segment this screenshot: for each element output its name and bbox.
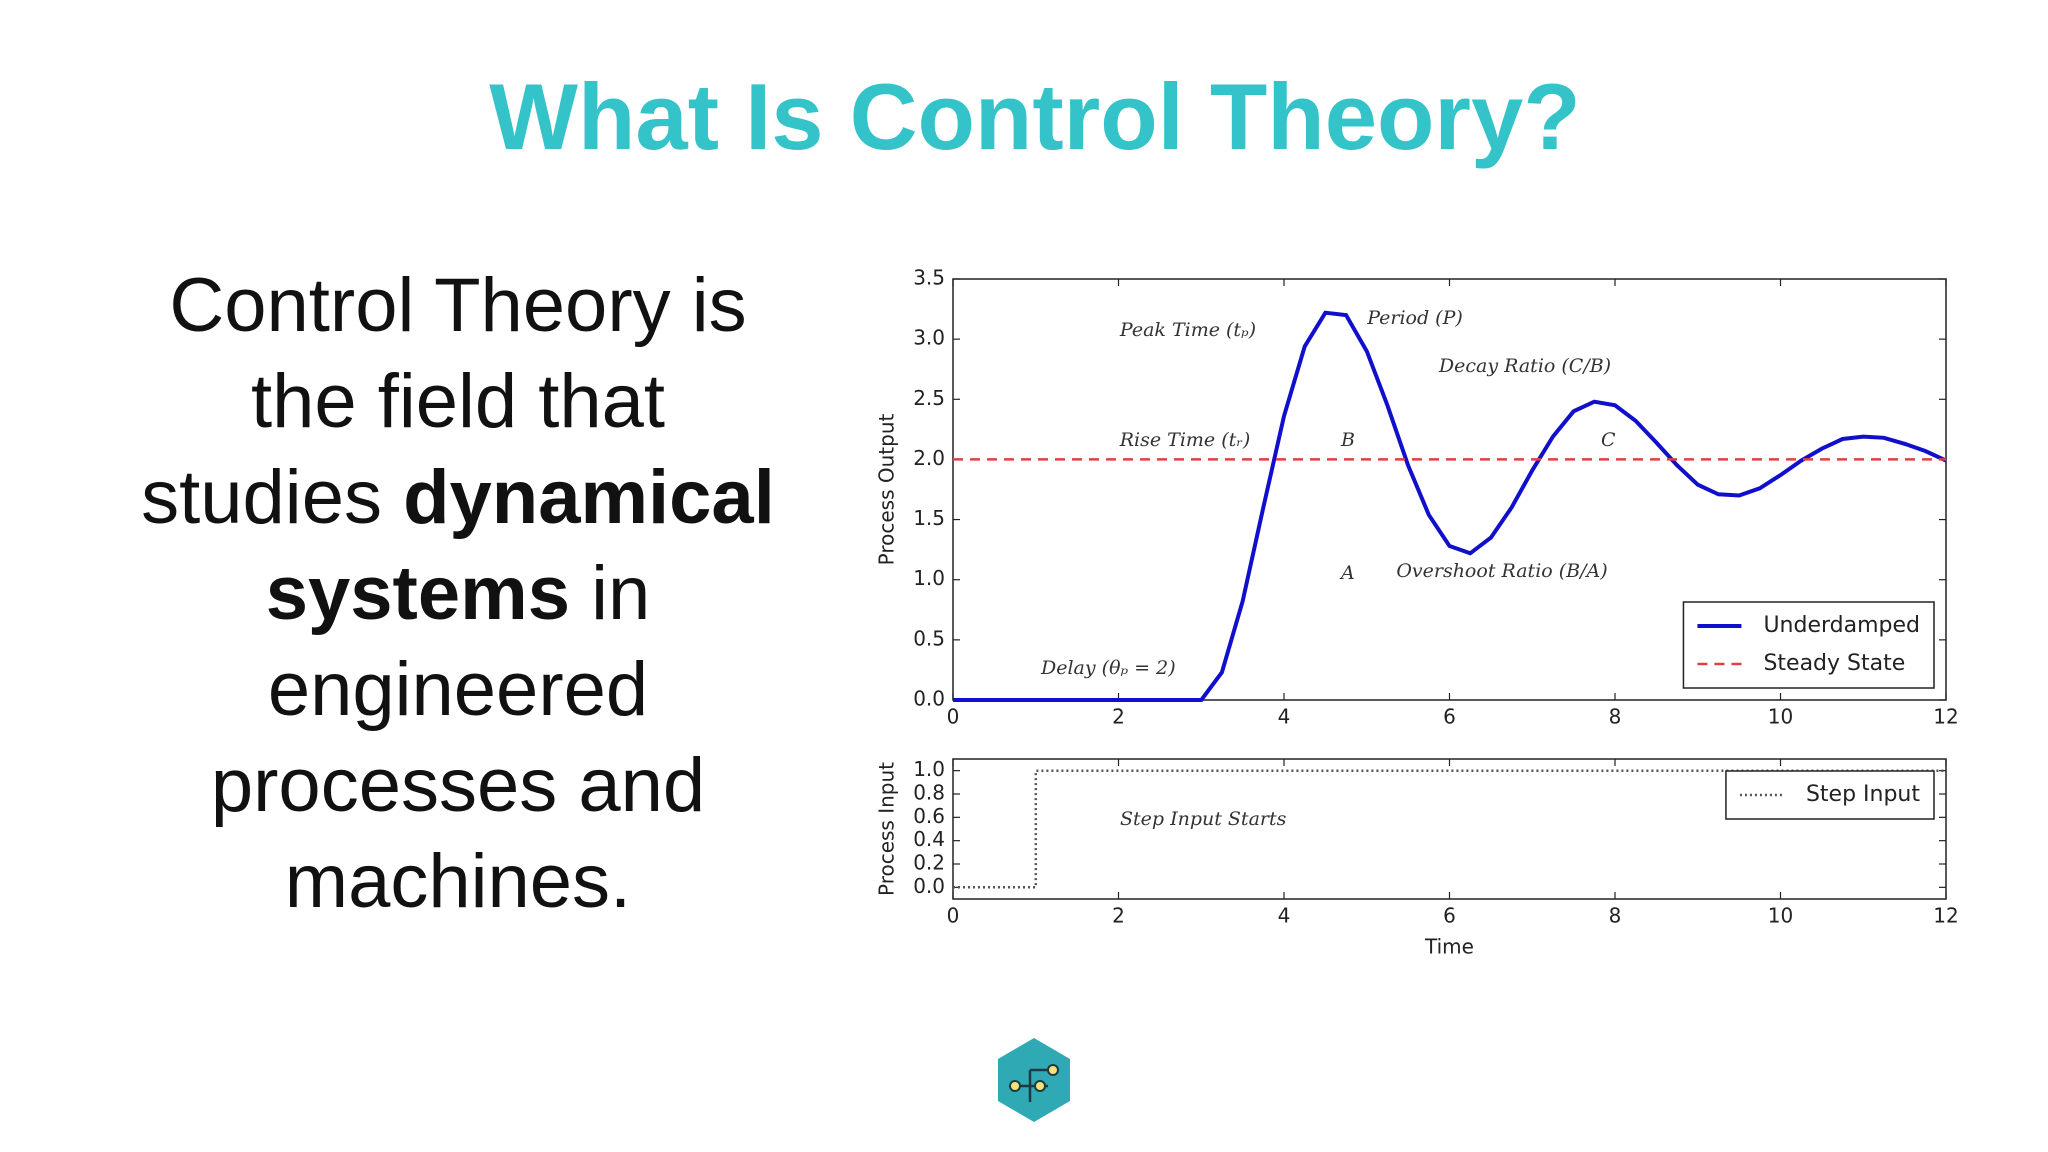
x-tick-label: 0 (947, 705, 960, 729)
annotation: Period (P) (1366, 307, 1463, 329)
x-tick-label: 12 (1933, 904, 1958, 928)
y-tick-label: 0.5 (913, 626, 945, 650)
annotation: Decay Ratio (C/B) (1438, 355, 1611, 377)
text: in engineered processes and machines. (210, 551, 706, 924)
x-tick-label: 8 (1609, 705, 1622, 729)
y-axis-label: Process Output (875, 413, 899, 565)
x-tick-label: 10 (1768, 904, 1793, 928)
legend-box (1682, 601, 1935, 689)
y-tick-label: 1.0 (913, 757, 945, 781)
legend-label: Underdamped (1763, 613, 1920, 638)
x-tick-label: 0 (947, 904, 960, 928)
y-tick-label: 0.0 (913, 687, 945, 711)
y-tick-label: 3.0 (913, 326, 945, 350)
y-tick-label: 0.8 (913, 781, 945, 805)
annotation: A (1339, 562, 1355, 584)
annotation: C (1601, 429, 1616, 451)
x-tick-label: 2 (1112, 904, 1125, 928)
x-tick-label: 2 (1112, 705, 1125, 729)
x-tick-label: 4 (1278, 705, 1291, 729)
y-tick-label: 0.6 (913, 804, 945, 828)
y-tick-label: 0.4 (913, 827, 945, 851)
legend-label: Steady State (1763, 651, 1905, 676)
data-line (953, 769, 1946, 889)
legend-label: Step Input (1806, 782, 1920, 807)
y-tick-label: 3.5 (913, 266, 945, 290)
x-tick-label: 4 (1278, 904, 1291, 928)
text: Control Theory is the field that studies (141, 263, 747, 540)
logo (998, 1038, 1070, 1122)
y-tick-label: 0.2 (913, 851, 945, 875)
slide-title: What Is Control Theory? (489, 64, 1581, 169)
x-tick-label: 6 (1443, 705, 1456, 729)
y-tick-label: 0.0 (913, 874, 945, 898)
data-line (953, 310, 1947, 702)
y-tick-label: 1.0 (913, 566, 945, 590)
annotation: Delay (θₚ = 2) (1040, 657, 1176, 679)
annotation: Overshoot Ratio (B/A) (1396, 560, 1607, 582)
y-tick-label: 2.0 (913, 446, 945, 470)
bold-text: dynamical systems (265, 455, 775, 636)
y-tick-label: 2.5 (913, 386, 945, 410)
x-tick-label: 12 (1933, 705, 1958, 729)
annotation: Rise Time (tᵣ) (1119, 429, 1251, 451)
x-tick-label: 6 (1443, 904, 1456, 928)
x-tick-label: 8 (1609, 904, 1622, 928)
legend: Underdamped Steady State (1682, 601, 1935, 689)
annotation: Peak Time (tₚ) (1119, 319, 1256, 341)
y-axis-label: Process Input (875, 762, 899, 896)
x-tick-label: 10 (1768, 705, 1793, 729)
y-tick-label: 1.5 (913, 506, 945, 530)
annotation: B (1340, 429, 1355, 451)
x-axis-label: Time (1424, 935, 1474, 959)
annotation: Step Input Starts (1120, 808, 1287, 830)
legend: Step Input (1725, 770, 1935, 820)
slide-text: Control Theory is the field that studies… (128, 258, 788, 930)
